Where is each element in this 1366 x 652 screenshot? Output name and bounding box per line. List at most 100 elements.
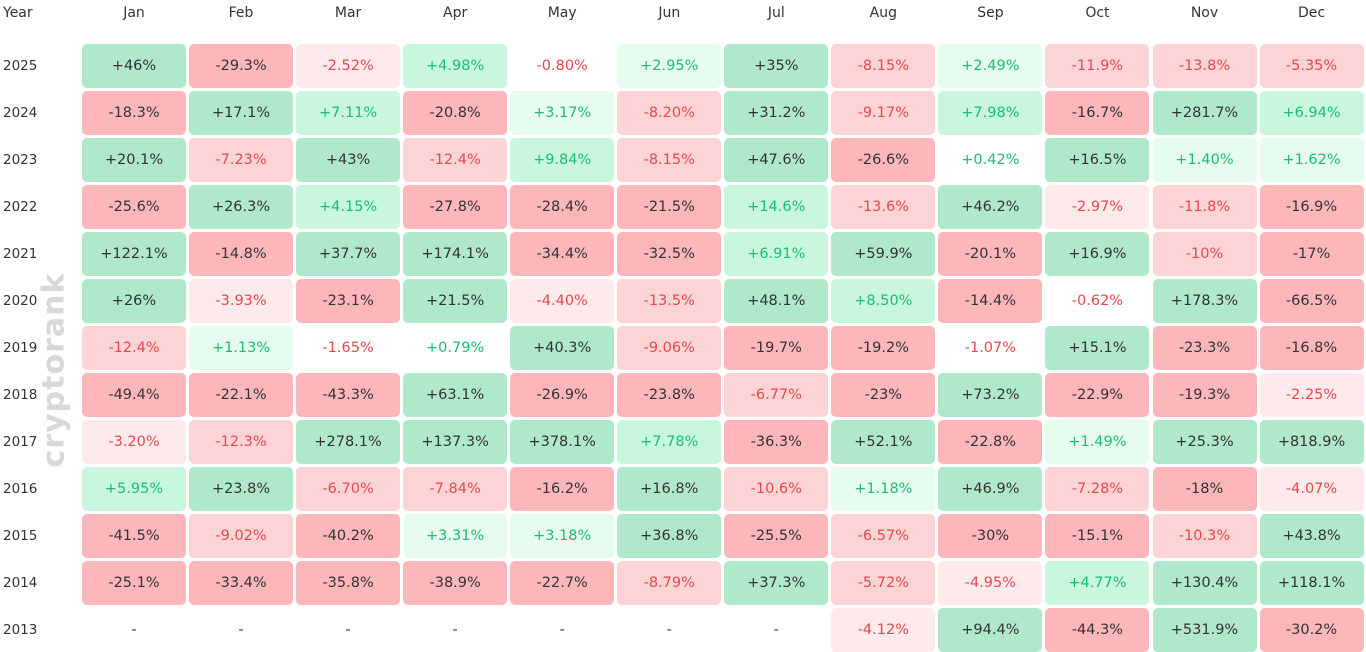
year-label-2021: 2021 [3,246,38,262]
heatmap-cell: -19.2% [831,326,936,370]
heatmap-cell: -33.4% [189,561,294,605]
heatmap-cell: +37.7% [296,232,401,276]
year-label-2013: 2013 [3,622,38,638]
heatmap-cell: -38.9% [403,561,508,605]
heatmap-cell: -35.8% [296,561,401,605]
heatmap-cell: +73.2% [938,373,1043,417]
heatmap-cell: -34.4% [510,232,615,276]
year-label-2019: 2019 [3,340,38,356]
year-label-2020: 2020 [3,293,38,309]
heatmap-cell: -7.23% [189,138,294,182]
year-column-header: Year [3,5,33,21]
heatmap-cell: +178.3% [1152,279,1257,323]
heatmap-cell: -18% [1152,467,1257,511]
heatmap-cell: -14.4% [938,279,1043,323]
heatmap-cell: +3.31% [403,514,508,558]
heatmap-cell: -8.79% [617,561,722,605]
year-label-2024: 2024 [3,105,38,121]
heatmap-cell: -21.5% [617,185,722,229]
heatmap-cell: +4.98% [403,44,508,88]
heatmap-cell: -26.6% [831,138,936,182]
heatmap-cell: -8.15% [617,138,722,182]
month-header-mar: Mar [334,5,362,21]
heatmap-cell: -10.6% [724,467,829,511]
heatmap-cell: -22.7% [510,561,615,605]
heatmap-cell: - [773,622,779,638]
heatmap-cell: -2.52% [296,44,401,88]
heatmap-cell: +4.15% [296,185,401,229]
heatmap-cell: +16.8% [617,467,722,511]
heatmap-cell: -8.20% [617,91,722,135]
heatmap-cell: +94.4% [938,608,1043,652]
heatmap-cell: -26.9% [510,373,615,417]
heatmap-cell: -1.65% [322,340,374,356]
heatmap-cell: +137.3% [403,420,508,464]
heatmap-cell: -16.8% [1259,326,1364,370]
heatmap-cell: -30.2% [1259,608,1364,652]
heatmap-cell: -15.1% [1045,514,1150,558]
heatmap-cell: -4.40% [510,279,615,323]
heatmap-cell: - [238,622,244,638]
heatmap-cell: -17% [1259,232,1364,276]
heatmap-cell: +118.1% [1259,561,1364,605]
month-header-apr: Apr [443,5,468,21]
heatmap-cell: +7.78% [617,420,722,464]
heatmap-cell: +122.1% [82,232,186,276]
heatmap-cell: -2.25% [1259,373,1364,417]
heatmap-cell: +20.1% [82,138,186,182]
heatmap-cell: +46% [82,44,186,88]
heatmap-cell: +1.62% [1259,138,1364,182]
heatmap-cell: +378.1% [510,420,615,464]
heatmap-cell: -12.3% [189,420,294,464]
heatmap-cell: +43% [296,138,401,182]
heatmap-cell: +14.6% [724,185,829,229]
month-header-jun: Jun [658,5,681,21]
heatmap-cell: -14.8% [189,232,294,276]
heatmap-cell: +48.1% [724,279,829,323]
heatmap-cell: -36.3% [724,420,829,464]
heatmap-cell: -27.8% [403,185,508,229]
heatmap-cell: -5.35% [1259,44,1364,88]
heatmap-cell: +26.3% [189,185,294,229]
heatmap-cell: +26% [82,279,186,323]
heatmap-cell: +31.2% [724,91,829,135]
heatmap-cell: -44.3% [1045,608,1150,652]
heatmap-cell: +818.9% [1259,420,1364,464]
heatmap-cell: +4.77% [1045,561,1150,605]
heatmap-cell: -10% [1152,232,1257,276]
heatmap-cell: -49.4% [82,373,186,417]
heatmap-cell: -11.8% [1152,185,1257,229]
year-label-2023: 2023 [3,152,38,168]
heatmap-cell: -32.5% [617,232,722,276]
heatmap-cell: +15.1% [1045,326,1150,370]
heatmap-cell: +1.18% [831,467,936,511]
heatmap-cell: -13.6% [831,185,936,229]
heatmap-cell: -25.6% [82,185,186,229]
heatmap-cell: -0.62% [1071,293,1124,309]
heatmap-cell: +36.8% [617,514,722,558]
heatmap-cell: -19.7% [724,326,829,370]
month-header-aug: Aug [869,5,898,21]
heatmap-cell: -6.57% [831,514,936,558]
heatmap-cell: -10.3% [1152,514,1257,558]
heatmap-cell: -43.3% [296,373,401,417]
heatmap-cell: -18.3% [82,91,186,135]
heatmap-cell: -23% [831,373,936,417]
heatmap-cell: -2.97% [1045,185,1150,229]
heatmap-cell: +5.95% [82,467,186,511]
heatmap-cell: -16.2% [510,467,615,511]
heatmap-cell: +63.1% [403,373,508,417]
heatmap-cell: -6.77% [724,373,829,417]
heatmap-cell: +7.11% [296,91,401,135]
heatmap-cell: +1.13% [189,326,294,370]
heatmap-cell: +43.8% [1259,514,1364,558]
heatmap-cell: -9.06% [617,326,722,370]
heatmap-cell: +23.8% [189,467,294,511]
month-header-oct: Oct [1085,5,1110,21]
year-label-2017: 2017 [3,434,38,450]
heatmap-cell: -40.2% [296,514,401,558]
heatmap-cell: +174.1% [403,232,508,276]
year-label-2016: 2016 [3,481,38,497]
heatmap-cell: -22.8% [938,420,1043,464]
heatmap-cell: +6.91% [724,232,829,276]
